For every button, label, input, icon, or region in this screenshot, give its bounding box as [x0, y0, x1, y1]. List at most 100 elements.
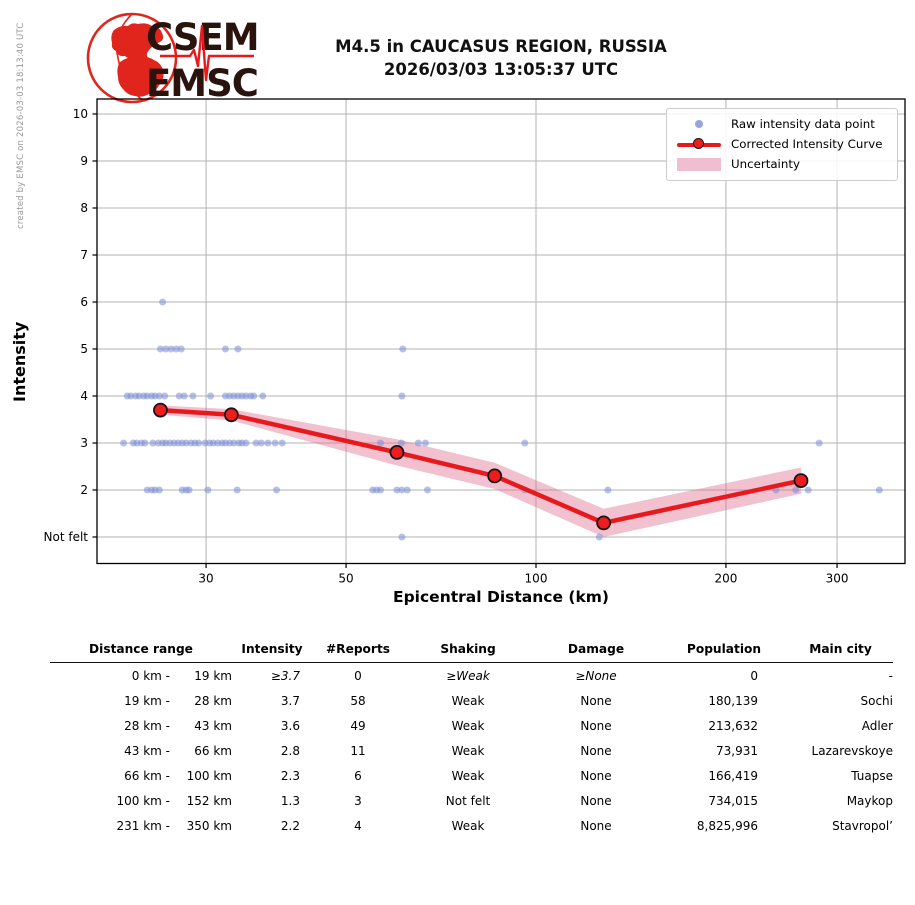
raw-intensity-point: [120, 439, 128, 447]
cell-damage: None: [580, 818, 612, 833]
cell-main-city: Stavropol’: [832, 818, 893, 833]
cell-main-city: -: [888, 668, 893, 683]
raw-intensity-point: [233, 486, 241, 494]
table-header-row: Distance range Intensity #Reports Shakin…: [50, 639, 893, 663]
raw-intensity-point: [273, 486, 281, 494]
table-row: 100 km - 152 km 1.3 3 Not felt None 734,015 May…: [50, 788, 893, 813]
cell-intensity: ≥3.7: [270, 668, 300, 683]
cell-population: 166,419: [708, 768, 758, 783]
range-to: 100 km: [186, 768, 232, 783]
raw-intensity-point: [393, 486, 401, 494]
raw-intensity-point: [234, 345, 242, 353]
x-tick-label: 50: [338, 572, 353, 586]
cell-population: 0: [750, 668, 758, 683]
globe-landmass-europe: [111, 23, 164, 60]
cell-damage: None: [580, 693, 612, 708]
raw-intensity-point: [792, 486, 800, 494]
raw-intensity-point: [397, 439, 405, 447]
raw-intensity-point: [398, 486, 406, 494]
y-tick-label: 5: [80, 342, 88, 356]
cell-intensity: 2.8: [280, 743, 300, 758]
cell-shaking: Weak: [451, 693, 485, 708]
globe-landmass-africa: [117, 56, 164, 97]
raw-intensity-point: [195, 439, 203, 447]
raw-intensity-point: [398, 533, 406, 541]
cell-reports: 3: [354, 793, 362, 808]
raw-intensity-point: [161, 392, 169, 400]
cell-shaking: Not felt: [445, 793, 491, 808]
y-tick-label: Not felt: [44, 530, 89, 544]
felt-report-table-container: Distance range Intensity #Reports Shakin…: [50, 639, 893, 838]
range-from: 19 km -: [124, 693, 170, 708]
y-tick-label: 10: [73, 107, 88, 121]
range-from: 100 km -: [116, 793, 170, 808]
raw-intensity-point: [167, 345, 175, 353]
cell-reports: 6: [354, 768, 362, 783]
range-to: 43 km: [194, 718, 232, 733]
raw-intensity-point: [815, 439, 823, 447]
raw-point-swatch-icon: [673, 120, 725, 128]
x-tick-label: 300: [826, 572, 849, 586]
logo-emsc-text: EMSC: [146, 62, 258, 105]
globe-meridian: [115, 13, 143, 101]
raw-intensity-point: [278, 439, 286, 447]
corrected-intensity-marker: [389, 444, 405, 460]
raw-intensity-point: [252, 439, 260, 447]
header-main-city: Main city: [788, 639, 893, 663]
page-title: M4.5 in CAUCASUS REGION, RUSSIA 2026/03/…: [97, 36, 905, 81]
cell-intensity: 2.2: [280, 818, 300, 833]
legend-item-raw: Raw intensity data point: [673, 114, 891, 134]
y-tick-label: 9: [80, 154, 88, 168]
raw-intensity-point: [156, 345, 164, 353]
uncertainty-swatch-icon: [673, 157, 725, 171]
raw-intensity-point: [398, 392, 406, 400]
legend-label-curve: Corrected Intensity Curve: [731, 137, 883, 151]
raw-intensity-point: [149, 439, 157, 447]
header-damage: Damage: [532, 639, 660, 663]
cell-intensity: 3.6: [280, 718, 300, 733]
plot-border: [96, 98, 906, 565]
raw-intensity-point: [423, 486, 431, 494]
table-row: 0 km - 19 km ≥3.7 0 ≥Weak ≥None 0 -: [50, 663, 893, 689]
header-reports: #Reports: [312, 639, 404, 663]
raw-intensity-point: [204, 486, 212, 494]
raw-intensity-point: [604, 486, 612, 494]
cell-reports: 49: [350, 718, 366, 733]
raw-intensity-point: [177, 345, 185, 353]
intensity-distance-plot: 30 50 100 200 300 Not felt 2 3 4 5 6 7 8 9 10: [44, 98, 906, 586]
raw-intensity-point: [875, 486, 883, 494]
raw-intensity-point: [221, 345, 229, 353]
cell-shaking: Weak: [451, 743, 485, 758]
corrected-intensity-curve: [158, 407, 804, 526]
header-population: Population: [660, 639, 788, 663]
cell-population: 8,825,996: [696, 818, 758, 833]
raw-intensity-point: [185, 486, 193, 494]
corrected-intensity-marker: [793, 473, 809, 489]
cell-distance-range: 19 km - 28 km: [50, 688, 232, 713]
raw-intensity-point: [271, 439, 279, 447]
corrected-intensity-marker: [153, 402, 168, 418]
range-from: 43 km -: [124, 743, 170, 758]
raw-intensity-point: [257, 439, 265, 447]
raw-intensity-point: [377, 439, 385, 447]
range-to: 19 km: [194, 668, 232, 683]
legend-item-curve: Corrected Intensity Curve: [673, 134, 891, 154]
header-shaking: Shaking: [404, 639, 532, 663]
raw-intensity-point: [230, 439, 238, 447]
range-to: 152 km: [186, 793, 232, 808]
table-row: 19 km - 28 km 3.7 58 Weak None 180,139 Sochi: [50, 688, 893, 713]
raw-intensity-point: [403, 486, 411, 494]
header-intensity: Intensity: [232, 639, 312, 663]
legend: Raw intensity data point Corrected Inten…: [666, 108, 898, 181]
table-row: 43 km - 66 km 2.8 11 Weak None 73,931 Lazarevsk…: [50, 738, 893, 763]
legend-label-uncertainty: Uncertainty: [731, 157, 800, 171]
raw-intensity-point: [175, 392, 183, 400]
felt-report-table: Distance range Intensity #Reports Shakin…: [50, 639, 893, 838]
table-row: 66 km - 100 km 2.3 6 Weak None 166,419 Tuapse: [50, 763, 893, 788]
raw-intensity-point: [399, 345, 407, 353]
raw-intensity-point: [421, 439, 429, 447]
raw-intensity-point: [182, 439, 190, 447]
cell-main-city: Tuapse: [851, 768, 893, 783]
legend-label-raw: Raw intensity data point: [731, 117, 875, 131]
range-from: 0 km -: [131, 668, 170, 683]
